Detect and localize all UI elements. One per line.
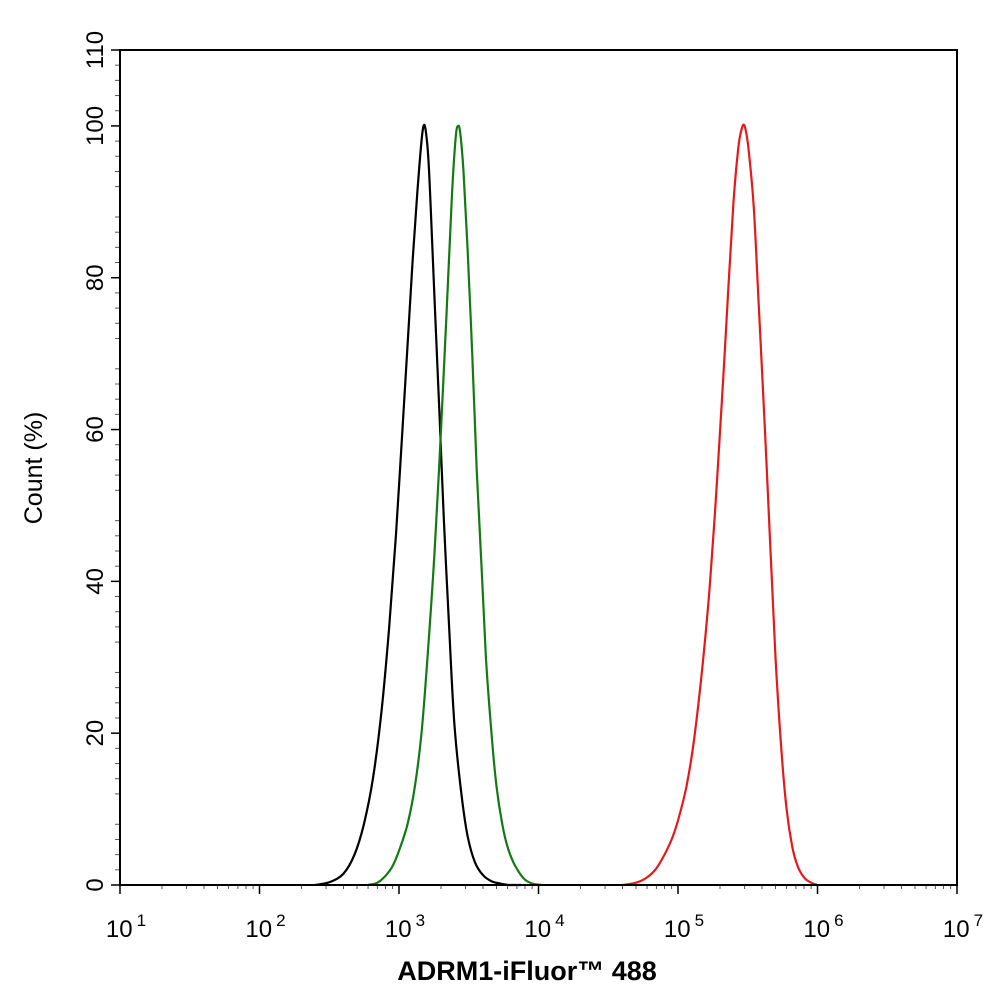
y-tick-label: 110 xyxy=(82,31,109,69)
tick-labels: 0 20 40 60 80 100 110 10 1 10 2 10 3 10 4 10 5 10 6 10 7 xyxy=(82,31,983,943)
x-tick-label: 10 6 xyxy=(803,911,843,943)
y-tick-label: 40 xyxy=(82,568,109,595)
plot-frame xyxy=(119,49,958,886)
y-tick-label: 80 xyxy=(82,264,109,291)
x-tick-label: 10 7 xyxy=(943,911,983,943)
y-tick-label: 0 xyxy=(82,878,109,891)
series-line-2 xyxy=(367,124,542,887)
x-tick-label: 10 4 xyxy=(524,911,564,943)
x-tick-label: 10 5 xyxy=(664,911,704,943)
y-tick-label: 20 xyxy=(82,720,109,747)
y-axis-title: Count (%) xyxy=(20,412,48,525)
y-tick-label: 60 xyxy=(82,416,109,443)
series-line-1 xyxy=(314,123,522,887)
x-tick-label: 10 2 xyxy=(245,911,285,943)
y-tick-label: 100 xyxy=(82,106,109,146)
minor-ticks xyxy=(115,64,952,889)
x-tick-label: 10 3 xyxy=(385,911,425,943)
x-axis-title: ADRM1-iFluor™ 488 xyxy=(397,956,657,986)
major-ticks xyxy=(111,49,958,894)
series-line-3 xyxy=(622,123,818,887)
histogram-lines xyxy=(314,123,818,887)
x-tick-label: 10 1 xyxy=(106,911,146,943)
